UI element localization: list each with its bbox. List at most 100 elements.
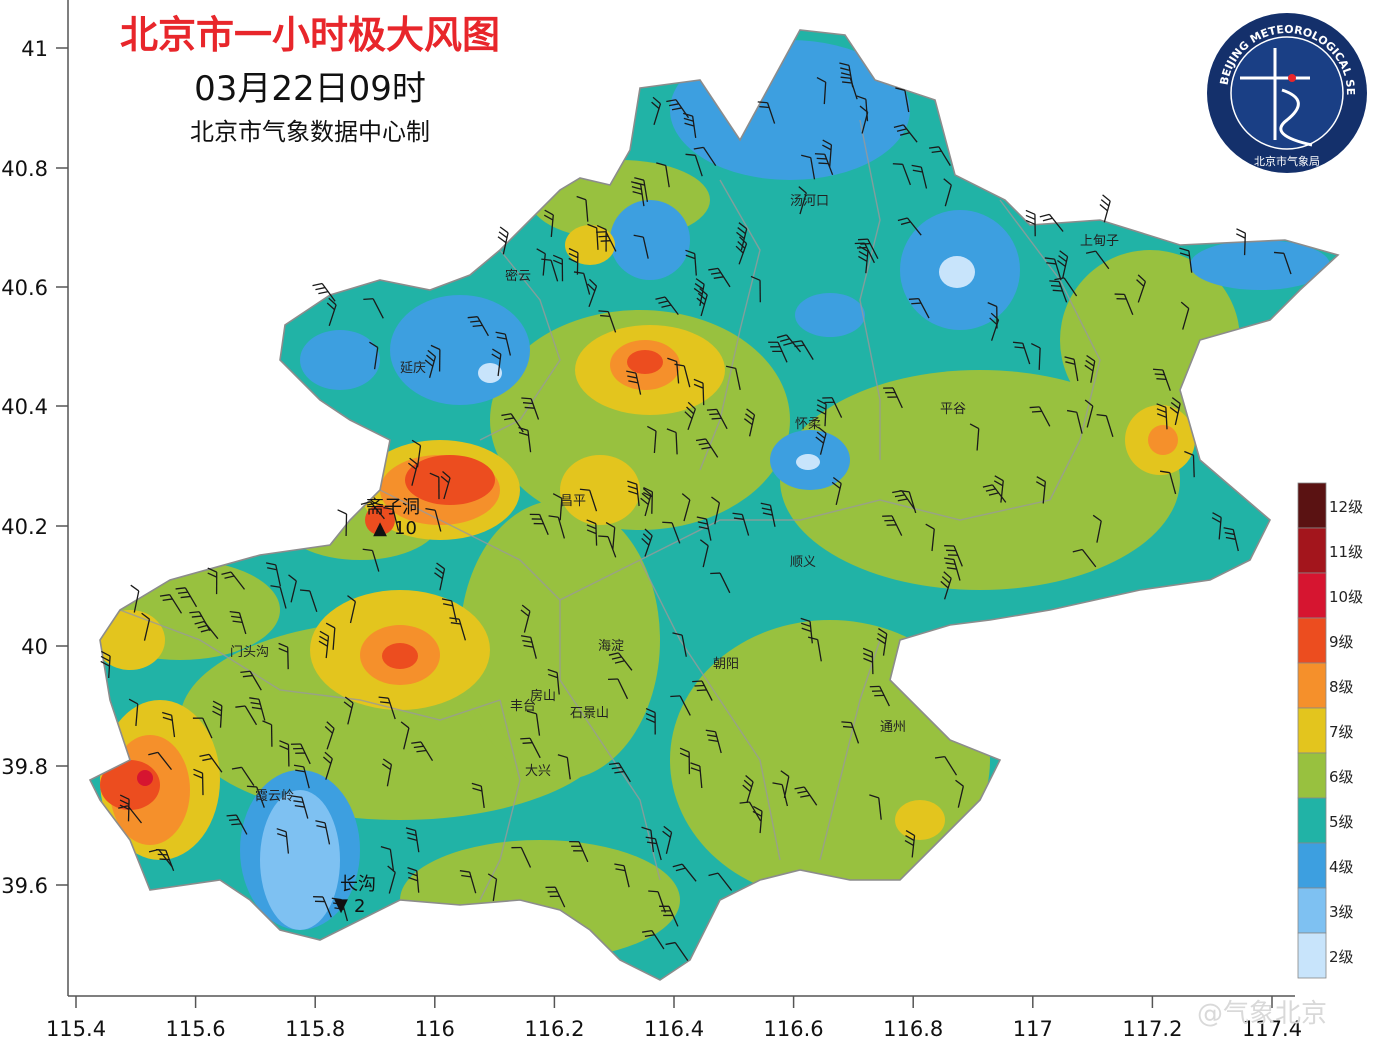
legend-label: 10级 bbox=[1329, 588, 1363, 606]
wind-barb bbox=[656, 162, 670, 188]
wind-barb bbox=[587, 223, 599, 250]
wind-barb bbox=[706, 408, 728, 430]
beijing-boundary bbox=[88, 29, 1340, 981]
wind-barb bbox=[1064, 356, 1079, 382]
wind-barbs bbox=[100, 62, 1292, 961]
wind-barb bbox=[378, 696, 396, 720]
wind-barb bbox=[955, 779, 964, 808]
wind-barb bbox=[526, 710, 541, 736]
wind-barb bbox=[568, 247, 579, 275]
wind-barb bbox=[226, 814, 248, 835]
x-tick-label: 115.8 bbox=[285, 1017, 345, 1041]
station-value: 2 bbox=[354, 896, 365, 917]
wind-barb bbox=[969, 423, 980, 451]
wind-barb bbox=[1184, 450, 1195, 478]
wind-barb bbox=[128, 698, 139, 726]
wind-barb bbox=[1039, 213, 1064, 232]
wind-barb bbox=[596, 224, 607, 252]
wind-barb bbox=[270, 585, 287, 609]
legend-swatch bbox=[1297, 932, 1327, 979]
place-label: 通州 bbox=[880, 720, 906, 735]
wind-barb bbox=[434, 562, 446, 591]
wind-barb bbox=[292, 795, 309, 819]
wind-barb bbox=[987, 301, 998, 329]
station-value: 10 bbox=[394, 518, 417, 539]
wind-barb bbox=[207, 567, 218, 595]
x-tick-label: 115.6 bbox=[166, 1017, 226, 1041]
wind-barb bbox=[1072, 548, 1097, 568]
station-marker-up: ▲ bbox=[373, 518, 387, 539]
wind-barb bbox=[520, 604, 531, 633]
wind-barb bbox=[1152, 368, 1171, 391]
wind-barb bbox=[1180, 301, 1190, 330]
wind-barb bbox=[337, 509, 348, 537]
wind-barb bbox=[655, 296, 679, 315]
wind-barb bbox=[822, 397, 843, 418]
wind-barb bbox=[1012, 341, 1031, 365]
place-label: 房山 bbox=[530, 688, 556, 704]
wind-barb bbox=[324, 721, 335, 750]
wind-barb bbox=[944, 557, 961, 581]
wind-barb bbox=[424, 349, 437, 378]
wind-barb bbox=[893, 124, 918, 143]
wind-barb bbox=[685, 153, 703, 177]
wind-barb bbox=[315, 820, 331, 845]
wind-barb bbox=[685, 249, 697, 276]
place-label: 平谷 bbox=[940, 402, 966, 417]
wind-barb bbox=[529, 513, 549, 536]
wind-barb bbox=[815, 426, 827, 455]
wind-barb bbox=[326, 297, 337, 327]
wind-barb bbox=[576, 195, 589, 222]
wind-barb bbox=[1159, 470, 1177, 495]
wind-barb bbox=[521, 397, 540, 420]
wind-barb bbox=[411, 741, 434, 762]
wind-barb bbox=[193, 768, 204, 796]
wind-barb bbox=[547, 668, 560, 695]
wind-barb bbox=[175, 587, 198, 608]
x-tick-label: 116 bbox=[415, 1017, 455, 1041]
place-label: 昌平 bbox=[560, 494, 586, 509]
wind-barb bbox=[543, 209, 554, 237]
wind-barb bbox=[839, 62, 854, 88]
wind-barb bbox=[1025, 209, 1036, 237]
wind-barb bbox=[1084, 399, 1094, 428]
wind-barb bbox=[670, 695, 691, 716]
place-label: 密云 bbox=[505, 268, 531, 284]
y-tick-label: 40.8 bbox=[1, 157, 48, 181]
place-label: 大兴 bbox=[525, 764, 551, 779]
x-tick-label: 116.4 bbox=[644, 1017, 704, 1041]
district-boundaries bbox=[119, 119, 1101, 901]
wind-barb bbox=[876, 628, 888, 656]
wind-barb bbox=[369, 341, 379, 370]
wind-barb bbox=[708, 267, 731, 288]
wind-barb bbox=[1085, 250, 1110, 270]
wind-barb bbox=[736, 222, 748, 251]
wind-barb bbox=[569, 840, 589, 863]
wind-barb bbox=[627, 480, 640, 507]
wind-barb bbox=[674, 363, 691, 388]
wind-barb bbox=[265, 562, 282, 587]
wind-barb bbox=[690, 762, 703, 789]
wind-barb bbox=[347, 595, 357, 624]
wind-barb bbox=[780, 770, 790, 799]
wind-barb bbox=[711, 496, 721, 525]
y-tick-label: 40.2 bbox=[1, 515, 48, 539]
wind-barb bbox=[405, 827, 420, 853]
place-label: 石景山 bbox=[570, 706, 609, 721]
wind-barb bbox=[892, 163, 912, 186]
wind-barb bbox=[430, 344, 441, 372]
legend-label: 6级 bbox=[1329, 768, 1354, 786]
wind-barb bbox=[279, 740, 290, 767]
wind-barb bbox=[449, 617, 467, 641]
y-tick-label: 40.6 bbox=[1, 276, 48, 300]
legend-label: 4级 bbox=[1329, 858, 1354, 876]
wind-barb bbox=[199, 753, 223, 773]
wind-barb bbox=[841, 721, 860, 744]
wind-barb bbox=[1156, 403, 1168, 430]
place-label: 延庆 bbox=[400, 361, 426, 376]
wind-barb bbox=[699, 539, 709, 568]
map-datetime: 03月22日09时 bbox=[194, 69, 426, 109]
wind-barb bbox=[693, 378, 705, 406]
wind-barb bbox=[897, 217, 922, 236]
